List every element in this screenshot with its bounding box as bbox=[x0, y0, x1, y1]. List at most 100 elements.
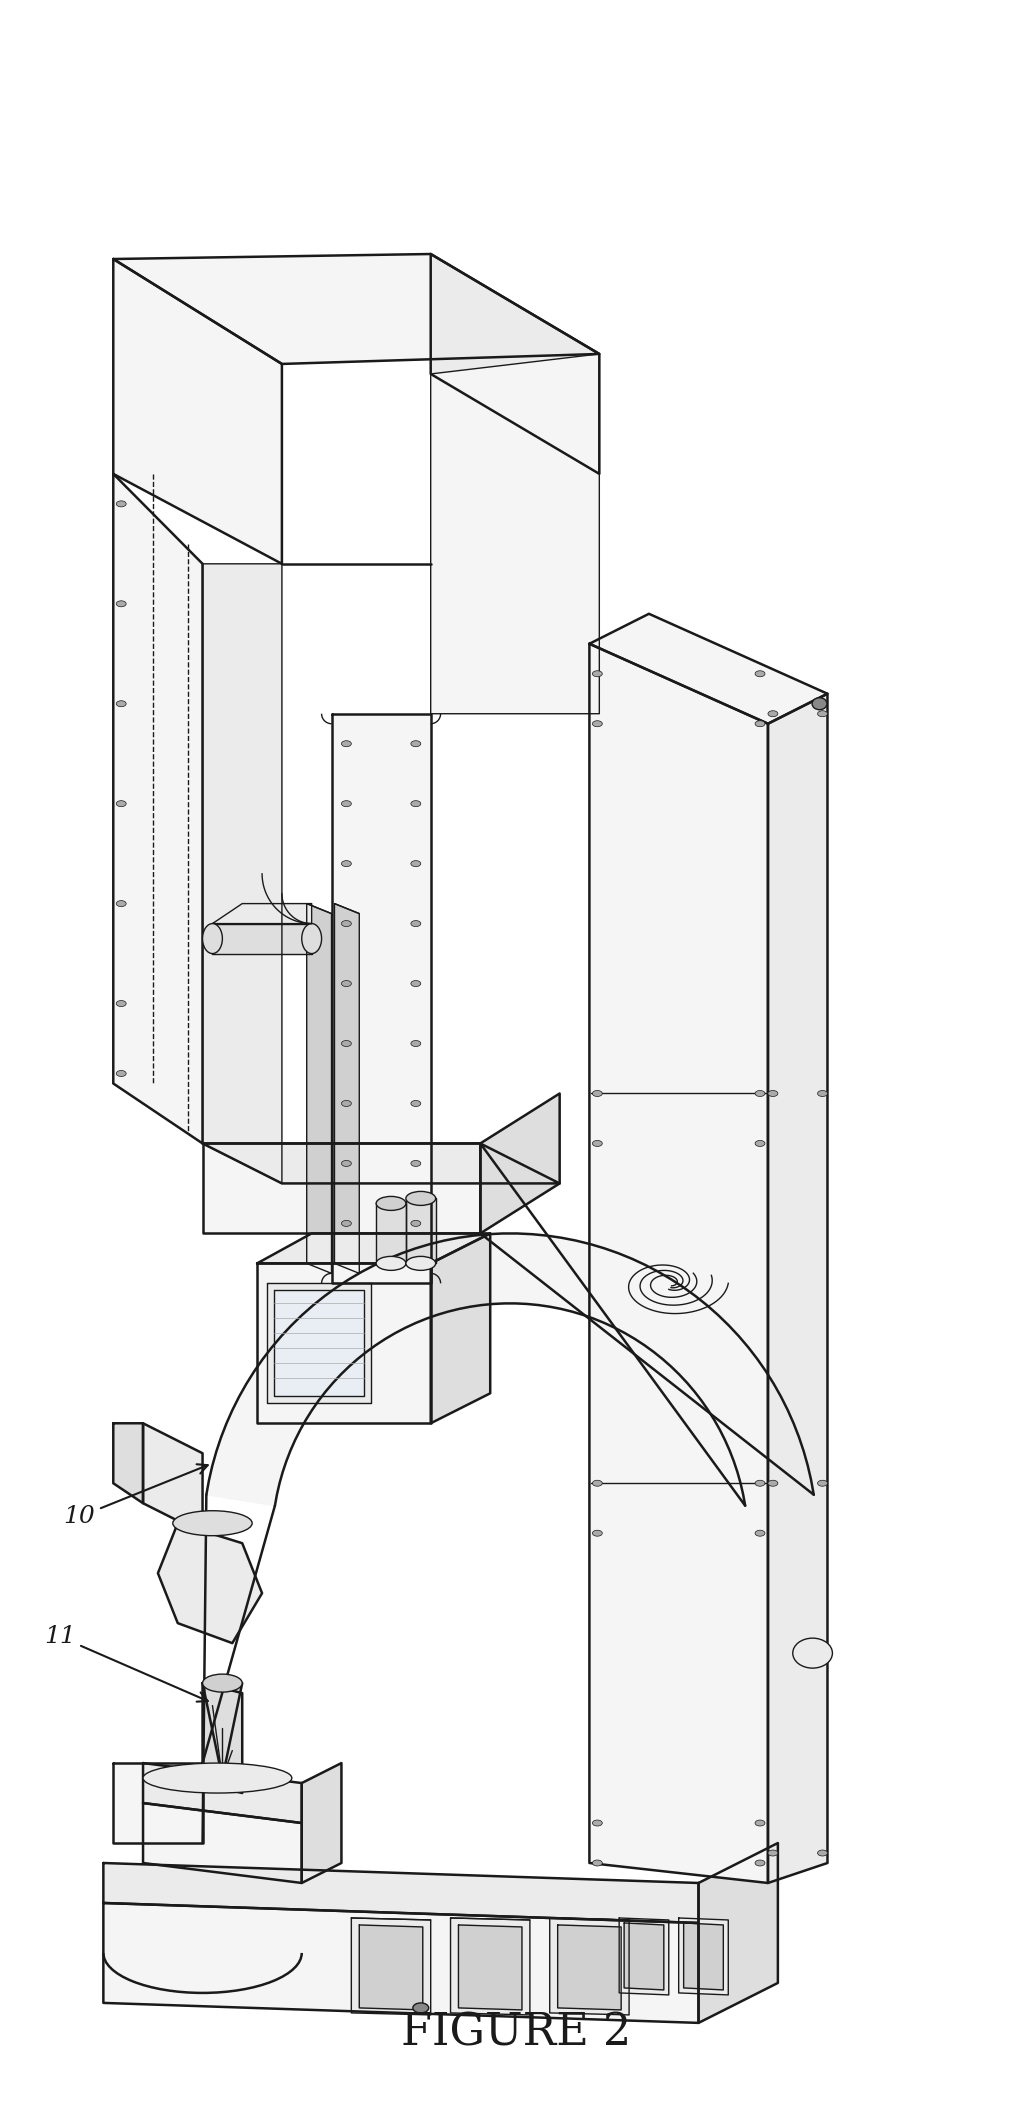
Ellipse shape bbox=[202, 1674, 242, 1693]
Polygon shape bbox=[202, 1144, 560, 1183]
Polygon shape bbox=[558, 1925, 621, 2010]
Ellipse shape bbox=[173, 1510, 252, 1536]
Ellipse shape bbox=[817, 1480, 827, 1487]
Ellipse shape bbox=[817, 1850, 827, 1857]
Ellipse shape bbox=[342, 1040, 351, 1046]
Ellipse shape bbox=[755, 670, 765, 676]
Ellipse shape bbox=[143, 1763, 292, 1793]
Polygon shape bbox=[143, 1423, 202, 1534]
Ellipse shape bbox=[768, 1091, 778, 1098]
Polygon shape bbox=[202, 564, 282, 1183]
Polygon shape bbox=[103, 1863, 698, 1923]
Ellipse shape bbox=[342, 1100, 351, 1106]
Ellipse shape bbox=[117, 800, 126, 806]
Polygon shape bbox=[114, 1423, 143, 1504]
Ellipse shape bbox=[342, 1161, 351, 1166]
Polygon shape bbox=[143, 1763, 302, 1823]
Ellipse shape bbox=[411, 1040, 420, 1046]
Polygon shape bbox=[431, 1234, 491, 1423]
Ellipse shape bbox=[817, 710, 827, 717]
Polygon shape bbox=[213, 923, 312, 953]
Polygon shape bbox=[267, 1283, 371, 1404]
Ellipse shape bbox=[411, 1221, 420, 1227]
Ellipse shape bbox=[342, 1221, 351, 1227]
Polygon shape bbox=[114, 1763, 202, 1842]
Ellipse shape bbox=[592, 1529, 602, 1536]
Polygon shape bbox=[679, 1919, 728, 1995]
Ellipse shape bbox=[342, 981, 351, 987]
Polygon shape bbox=[590, 644, 768, 1882]
Ellipse shape bbox=[117, 500, 126, 506]
Polygon shape bbox=[684, 1923, 723, 1991]
Ellipse shape bbox=[376, 1257, 406, 1270]
Ellipse shape bbox=[768, 1850, 778, 1857]
Polygon shape bbox=[202, 1682, 242, 1793]
Ellipse shape bbox=[755, 1821, 765, 1825]
Polygon shape bbox=[114, 474, 202, 1144]
Ellipse shape bbox=[755, 1480, 765, 1487]
Polygon shape bbox=[351, 1919, 431, 2014]
Polygon shape bbox=[307, 904, 332, 1274]
Ellipse shape bbox=[755, 1091, 765, 1098]
Polygon shape bbox=[114, 253, 599, 364]
Ellipse shape bbox=[755, 1529, 765, 1536]
Ellipse shape bbox=[302, 923, 321, 953]
Ellipse shape bbox=[342, 800, 351, 806]
Ellipse shape bbox=[755, 721, 765, 727]
Ellipse shape bbox=[768, 1480, 778, 1487]
Ellipse shape bbox=[117, 600, 126, 606]
Polygon shape bbox=[335, 904, 359, 1274]
Ellipse shape bbox=[342, 861, 351, 866]
Polygon shape bbox=[590, 615, 827, 723]
Polygon shape bbox=[698, 1842, 778, 2023]
Text: 10: 10 bbox=[64, 1463, 208, 1527]
Ellipse shape bbox=[413, 2004, 429, 2012]
Polygon shape bbox=[431, 253, 599, 474]
Polygon shape bbox=[406, 1198, 436, 1263]
Polygon shape bbox=[459, 1925, 522, 2010]
Ellipse shape bbox=[411, 800, 420, 806]
Ellipse shape bbox=[376, 1195, 406, 1210]
Ellipse shape bbox=[117, 1070, 126, 1076]
Polygon shape bbox=[202, 1682, 242, 1778]
Ellipse shape bbox=[592, 1091, 602, 1098]
Ellipse shape bbox=[592, 1859, 602, 1865]
Ellipse shape bbox=[592, 1821, 602, 1825]
Ellipse shape bbox=[755, 1140, 765, 1146]
Ellipse shape bbox=[411, 921, 420, 927]
Ellipse shape bbox=[117, 700, 126, 706]
Polygon shape bbox=[143, 1804, 302, 1882]
Polygon shape bbox=[213, 904, 312, 923]
Polygon shape bbox=[257, 1234, 491, 1263]
Polygon shape bbox=[359, 1925, 422, 2010]
Ellipse shape bbox=[411, 1100, 420, 1106]
Polygon shape bbox=[431, 353, 599, 715]
Ellipse shape bbox=[411, 861, 420, 866]
Ellipse shape bbox=[755, 1859, 765, 1865]
Ellipse shape bbox=[768, 710, 778, 717]
Polygon shape bbox=[257, 1263, 431, 1423]
Text: 11: 11 bbox=[43, 1625, 208, 1702]
Ellipse shape bbox=[592, 1480, 602, 1487]
Ellipse shape bbox=[592, 670, 602, 676]
Polygon shape bbox=[207, 1234, 814, 1506]
Polygon shape bbox=[332, 715, 431, 1283]
Ellipse shape bbox=[792, 1638, 833, 1668]
Polygon shape bbox=[114, 259, 282, 564]
Polygon shape bbox=[274, 1291, 365, 1395]
Ellipse shape bbox=[117, 1000, 126, 1006]
Ellipse shape bbox=[411, 981, 420, 987]
Polygon shape bbox=[550, 1919, 629, 2014]
Text: FIGURE 2: FIGURE 2 bbox=[402, 2012, 631, 2055]
Polygon shape bbox=[480, 1093, 560, 1234]
Ellipse shape bbox=[117, 900, 126, 906]
Polygon shape bbox=[619, 1919, 668, 1995]
Polygon shape bbox=[103, 1904, 698, 2023]
Ellipse shape bbox=[411, 740, 420, 747]
Ellipse shape bbox=[406, 1191, 436, 1206]
Polygon shape bbox=[202, 1144, 480, 1234]
Ellipse shape bbox=[817, 1091, 827, 1098]
Ellipse shape bbox=[342, 921, 351, 927]
Ellipse shape bbox=[411, 1161, 420, 1166]
Ellipse shape bbox=[202, 923, 222, 953]
